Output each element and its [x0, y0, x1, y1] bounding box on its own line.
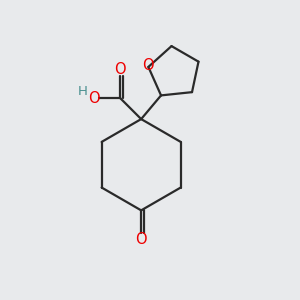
Text: O: O	[88, 91, 100, 106]
Text: H: H	[78, 85, 88, 98]
Text: O: O	[142, 58, 154, 73]
Text: O: O	[115, 62, 126, 77]
Text: O: O	[135, 232, 147, 247]
